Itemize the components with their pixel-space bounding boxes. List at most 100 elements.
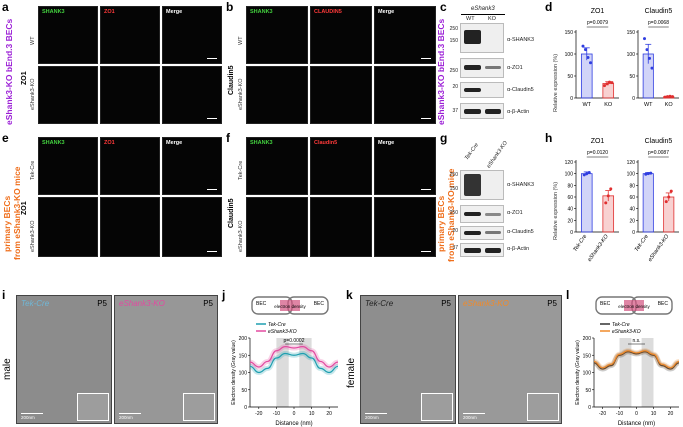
panel-g-blot-claudin5 (460, 226, 504, 240)
data-point (668, 94, 672, 98)
legend-label: Tek-Cre (612, 322, 630, 328)
panel-c-genotype: eShank3 (471, 6, 495, 12)
panel-g-band-claudin5: α-Claudin5 (507, 229, 534, 235)
y-tick-label: 60 (567, 195, 573, 201)
panel-f-row-ko: eShank3-KO (238, 220, 244, 253)
panel-i-em-ko: eShank3-KO P5 200nm (114, 295, 218, 424)
x-tick-label: KO (604, 102, 613, 108)
shaded-region (619, 338, 632, 407)
data-point (585, 172, 589, 176)
data-point (644, 172, 648, 176)
bar (642, 173, 654, 233)
y-tick-label: 0 (244, 405, 247, 411)
p-value: p=0.0079 (587, 20, 608, 26)
panel-h-letter: h (545, 131, 553, 145)
diagram-center-label: electron density (618, 304, 650, 309)
panel-c-band-shank3: α-SHANK3 (507, 37, 535, 43)
panel-c-band-actin: α-β-Actin (507, 109, 530, 115)
panel-a-shank3-wt: SHANK3 (38, 6, 98, 64)
shaded-region (299, 338, 312, 407)
x-tick-label: WT (644, 102, 653, 108)
chart-title: Claudin5 (645, 8, 673, 15)
panel-c-blot-claudin5 (460, 82, 504, 98)
panel-f-claudin5-ko (310, 197, 372, 257)
panel-k-em-tek: Tek-Cre P5 200nm (360, 295, 456, 424)
panel-f-shank3-tek: SHANK3 (246, 137, 308, 195)
panel-b-letter: b (226, 0, 234, 14)
diagram-left-label: BEC (600, 301, 611, 307)
panel-g-letter: g (440, 131, 448, 145)
panel-b-merge-ko (374, 66, 436, 124)
data-point (648, 56, 651, 60)
x-tick-label: 0 (635, 411, 638, 417)
y-tick-label: 50 (629, 74, 635, 80)
y-tick-label: 150 (565, 30, 574, 36)
panel-a-marker: ZO1 (21, 71, 28, 85)
chart-title: ZO1 (591, 8, 605, 15)
panel-e-side-label-1: primary BECs (2, 195, 12, 252)
y-tick-label: 100 (565, 52, 574, 58)
x-tick-label: -20 (599, 411, 606, 417)
panel-g-lane-ko: eShank3-KO (486, 140, 509, 170)
data-point (671, 95, 674, 99)
y-tick-label: 0 (632, 96, 635, 102)
x-tick-label: eShank3-KO (587, 233, 610, 262)
panel-a-shank3-ko (38, 66, 98, 124)
panel-k-sex: female (346, 357, 357, 388)
y-tick-label: 120 (627, 160, 636, 166)
panel-i-em-tek: Tek-Cre P5 200nm (16, 295, 112, 424)
data-point (669, 189, 673, 193)
y-tick-label: 200 (239, 336, 248, 342)
data-point (643, 37, 646, 41)
data-point (650, 66, 654, 70)
data-point (609, 187, 613, 191)
y-tick-label: 80 (629, 183, 635, 189)
panel-f-merge-ko (374, 197, 436, 257)
panel-b-row-ko: eShank3-KO (238, 78, 244, 111)
y-tick-label: 0 (588, 405, 591, 411)
panel-e-zo1-ko (100, 197, 160, 257)
diagram-right-label: BEC (658, 301, 669, 307)
panel-g-mw: 150 (449, 186, 458, 192)
panel-c-mw: 20 (452, 84, 458, 90)
y-tick-label: 20 (567, 218, 573, 224)
y-tick-label: 150 (583, 353, 592, 359)
data-point (663, 95, 667, 99)
panel-a-merge-wt: Merge (162, 6, 222, 64)
chart-title: ZO1 (591, 138, 605, 145)
chart-title: Claudin5 (645, 138, 673, 145)
panel-j-letter: j (222, 288, 226, 302)
x-tick-label: 20 (668, 411, 674, 417)
y-tick-label: 150 (627, 30, 636, 36)
panel-b-claudin5-wt: CLAUDIN5 (310, 6, 372, 64)
data-point (666, 95, 669, 99)
y-tick-label: 200 (583, 336, 592, 342)
y-axis-label: Electron density (Gray value) (575, 340, 581, 405)
panel-k-em-ko: eShank3-KO P5 200nm (458, 295, 562, 424)
series-line (249, 352, 339, 374)
p-value: p=0.0120 (587, 150, 608, 156)
panel-c-lane-ko: KO (488, 16, 496, 22)
chart-d-zo1: ZO1 0 50 100 150 WT KO p=0.0079 (565, 8, 619, 108)
y-tick-label: 50 (241, 388, 247, 394)
x-tick-label: -10 (616, 411, 623, 417)
series-line (593, 351, 680, 370)
panel-a-letter: a (2, 0, 9, 14)
x-tick-label: Tek-Cre (572, 234, 588, 253)
panel-c-blot-shank3 (460, 23, 504, 53)
y-tick-label: 20 (629, 218, 635, 224)
x-tick-label: Tek-Cre (634, 234, 650, 253)
panel-f-shank3-ko (246, 197, 308, 257)
chart-h-claudin5: Claudin5 0 20 40 60 80 100 120 Tek-CreeShank3-KO… (627, 138, 679, 262)
data-point (645, 48, 649, 52)
panel-e-merge-tek: Merge (162, 137, 222, 195)
panel-f-row-tek: Tek-Cre (238, 160, 244, 180)
y-tick-label: 150 (239, 353, 248, 359)
data-point (610, 81, 614, 85)
panel-c-blot-actin (460, 103, 504, 119)
bar (580, 53, 593, 99)
legend-label: eShank3-KO (268, 329, 297, 335)
y-tick-label: 100 (627, 172, 636, 178)
